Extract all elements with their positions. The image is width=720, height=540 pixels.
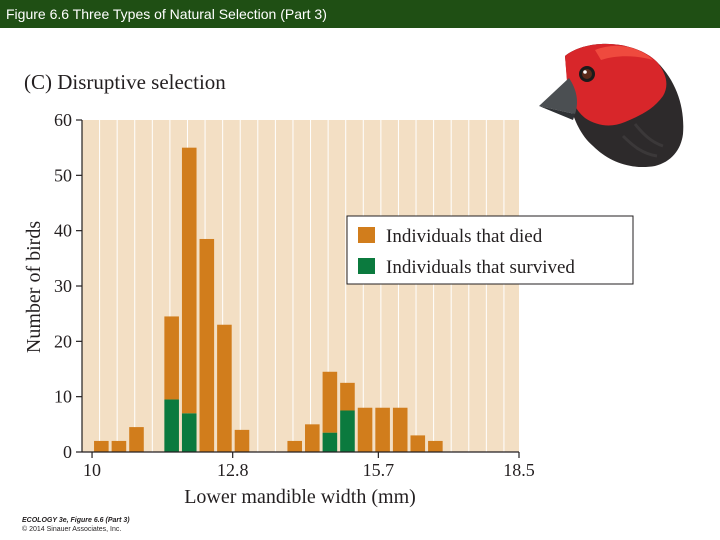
bar-died [181,147,197,414]
y-tick-label: 30 [54,276,72,296]
bar-died [199,238,215,452]
bar-died [410,435,426,452]
bar-died [287,440,303,452]
bar-died [129,427,144,452]
y-tick-label: 20 [54,331,72,351]
bar-died [322,371,338,433]
bar-died [111,440,127,452]
bar-survived [164,399,179,452]
legend-label-died: Individuals that died [386,226,543,247]
y-axis-label: Number of birds [23,221,45,353]
plot-area [82,120,519,452]
x-tick-label: 18.5 [503,460,535,480]
bar-died [392,407,408,452]
x-tick-label: 12.8 [217,460,249,480]
legend: Individuals that died Individuals that s… [346,215,634,285]
bar-survived [340,410,355,452]
slide-title: Figure 6.6 Three Types of Natural Select… [0,0,720,28]
x-tick-label: 10 [83,460,101,480]
legend-swatch-survived [358,258,375,274]
credit-line-2: © 2014 Sinauer Associates, Inc. [22,526,122,533]
finch-head-illustration [539,43,684,168]
bar-died [340,382,355,411]
bar-survived [322,432,338,452]
credit-line-1: ECOLOGY 3e, Figure 6.6 (Part 3) [22,517,130,524]
y-tick-label: 0 [63,442,72,462]
bar-died [357,407,373,452]
bar-group [94,147,443,452]
bar-died [305,424,320,452]
bar-survived [181,413,197,452]
axes: 0 10 20 30 40 50 60 10 12.8 15.7 18.5 [54,110,535,480]
y-tick-label: 40 [54,221,72,241]
legend-box [346,215,634,285]
legend-label-survived: Individuals that survived [386,257,575,278]
x-tick-label: 15.7 [363,460,395,480]
bar-died [94,440,109,452]
panel-title: (C) Disruptive selection [24,70,226,94]
legend-swatch-died [358,227,375,243]
x-axis-label: Lower mandible width (mm) [184,486,416,508]
y-tick-label: 50 [54,165,72,185]
bar-died [164,316,179,400]
y-tick-label: 10 [54,387,72,407]
bar-died [375,407,390,452]
bar-died [217,324,232,452]
figure-credit: ECOLOGY 3e, Figure 6.6 (Part 3) © 2014 S… [22,516,130,534]
bar-died [428,440,443,452]
y-tick-label: 60 [54,110,72,130]
bar-died [234,429,250,452]
